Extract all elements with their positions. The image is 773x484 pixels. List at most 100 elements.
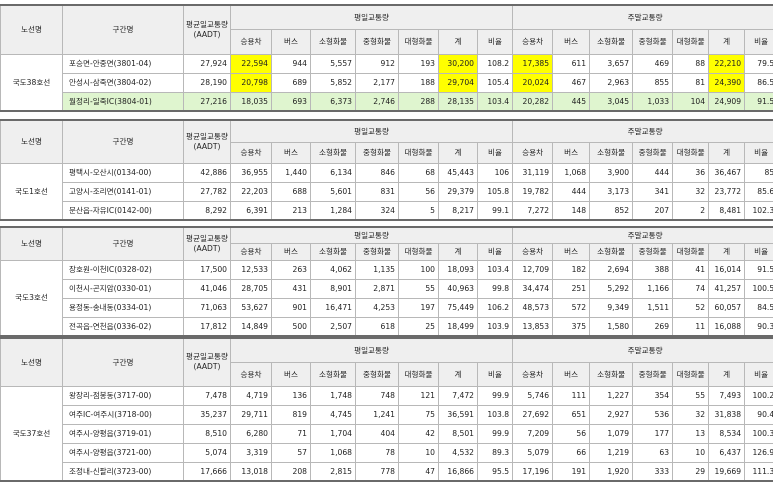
header-aadt: 평균일교통량 (AADT) — [183, 119, 231, 164]
weekend-cell: 19,669 — [708, 461, 746, 482]
col-header: 버스 — [552, 242, 591, 261]
weekend-cell: 86.5 — [744, 72, 773, 93]
header-weekday: 평일교통량 — [229, 337, 514, 363]
weekday-cell: 912 — [355, 53, 399, 74]
weekend-cell: 1,219 — [589, 442, 634, 463]
weekday-cell: 6,391 — [230, 200, 272, 221]
weekend-cell: 104 — [672, 91, 710, 112]
aadt-cell: 27,924 — [183, 53, 231, 74]
section-name: 문산읍-자유IC(0142-00) — [62, 200, 184, 221]
weekday-cell: 42 — [398, 423, 439, 444]
weekend-cell: 24,390 — [708, 72, 746, 93]
weekend-cell: 2 — [672, 200, 710, 221]
weekend-cell: 3,900 — [589, 162, 634, 183]
section-name: 포승면-안중면(3801-04) — [62, 53, 184, 74]
weekend-cell: 375 — [552, 316, 591, 337]
weekday-cell: 78 — [355, 442, 399, 463]
weekday-cell: 100 — [398, 259, 439, 280]
header-weekend: 주말교통량 — [512, 119, 773, 143]
weekday-cell: 103.4 — [476, 91, 514, 112]
header-aadt: 평균일교통량 (AADT) — [183, 337, 231, 387]
section-name: 이천시-곤지암(0330-01) — [62, 278, 184, 299]
weekend-cell: 388 — [632, 259, 674, 280]
aadt-cell: 27,782 — [183, 181, 231, 202]
weekday-cell: 105.8 — [476, 181, 514, 202]
col-header: 중형화물 — [632, 141, 674, 164]
col-header: 소형화물 — [589, 28, 634, 55]
weekday-cell: 693 — [271, 91, 311, 112]
weekday-cell: 29,711 — [230, 404, 272, 425]
weekend-cell: 29 — [672, 461, 710, 482]
weekday-cell: 25 — [398, 316, 439, 337]
col-header: 승용차 — [512, 141, 554, 164]
weekend-cell: 41,257 — [708, 278, 746, 299]
weekend-cell: 5,292 — [589, 278, 634, 299]
table-row: 안성시-삼죽면(3804-02) 28,190 20,798 689 5,852… — [1, 72, 773, 93]
aadt-cell: 17,500 — [183, 259, 231, 280]
col-header: 비율 — [476, 242, 514, 261]
col-header: 대형화물 — [672, 28, 710, 55]
weekend-cell: 177 — [632, 423, 674, 444]
weekend-cell: 55 — [672, 385, 710, 406]
weekday-cell: 1,748 — [310, 385, 356, 406]
weekend-cell: 13 — [672, 423, 710, 444]
weekend-cell: 84.5 — [744, 297, 773, 318]
header-section: 구간명 — [62, 4, 184, 55]
section-name: 왕장리-점봉동(3717-00) — [62, 385, 184, 406]
table-row: 문산읍-자유IC(0142-00) 8,292 6,391 213 1,284 … — [1, 200, 773, 221]
weekday-cell: 56 — [398, 181, 439, 202]
section-name: 전곡읍-연천읍(0336-02) — [62, 316, 184, 337]
col-header: 대형화물 — [398, 141, 439, 164]
col-header: 소형화물 — [310, 141, 356, 164]
weekday-cell: 16,866 — [438, 461, 478, 482]
weekend-cell: 855 — [632, 72, 674, 93]
weekday-cell: 75 — [398, 404, 439, 425]
traffic-table-route3: 노선명 구간명 평균일교통량 (AADT) 평일교통량 주말교통량 승용차 버스 … — [0, 226, 773, 337]
weekend-cell: 12,709 — [512, 259, 554, 280]
aadt-cell: 8,292 — [183, 200, 231, 221]
weekend-cell: 56 — [552, 423, 591, 444]
weekend-cell: 19,782 — [512, 181, 554, 202]
weekday-cell: 36,955 — [230, 162, 272, 183]
weekend-cell: 91.5 — [744, 91, 773, 112]
weekday-cell: 2,177 — [355, 72, 399, 93]
header-aadt: 평균일교통량 (AADT) — [183, 226, 231, 261]
weekday-cell: 1,440 — [271, 162, 311, 183]
weekend-cell: 2,963 — [589, 72, 634, 93]
weekend-cell: 445 — [552, 91, 591, 112]
weekday-cell: 901 — [271, 297, 311, 318]
weekend-cell: 611 — [552, 53, 591, 74]
weekday-cell: 6,373 — [310, 91, 356, 112]
weekend-cell: 48,573 — [512, 297, 554, 318]
aadt-cell: 35,237 — [183, 404, 231, 425]
weekend-cell: 41 — [672, 259, 710, 280]
weekend-cell: 32 — [672, 181, 710, 202]
col-header: 중형화물 — [355, 28, 399, 55]
weekend-cell: 17,196 — [512, 461, 554, 482]
weekend-cell: 5,079 — [512, 442, 554, 463]
weekday-cell: 53,627 — [230, 297, 272, 318]
weekday-cell: 431 — [271, 278, 311, 299]
weekday-cell: 18,499 — [438, 316, 478, 337]
col-header: 대형화물 — [672, 141, 710, 164]
table-row: 여주IC-여주시(3718-00) 35,237 29,711 819 4,74… — [1, 404, 773, 425]
weekday-cell: 55 — [398, 278, 439, 299]
section-name: 고양시-조리면(0141-01) — [62, 181, 184, 202]
weekend-cell: 3,173 — [589, 181, 634, 202]
aadt-cell: 5,074 — [183, 442, 231, 463]
weekday-cell: 22,203 — [230, 181, 272, 202]
weekday-cell: 29,704 — [438, 72, 478, 93]
col-header: 버스 — [552, 141, 591, 164]
col-header: 계 — [438, 141, 478, 164]
weekday-cell: 8,901 — [310, 278, 356, 299]
header-route: 노선명 — [0, 4, 63, 55]
weekday-cell: 12,533 — [230, 259, 272, 280]
weekend-cell: 79.5 — [744, 53, 773, 74]
header-section: 구간명 — [62, 337, 184, 387]
weekend-cell: 16,014 — [708, 259, 746, 280]
aadt-cell: 71,063 — [183, 297, 231, 318]
weekday-cell: 846 — [355, 162, 399, 183]
col-header: 계 — [708, 361, 746, 387]
weekend-cell: 31,838 — [708, 404, 746, 425]
col-header: 소형화물 — [310, 242, 356, 261]
